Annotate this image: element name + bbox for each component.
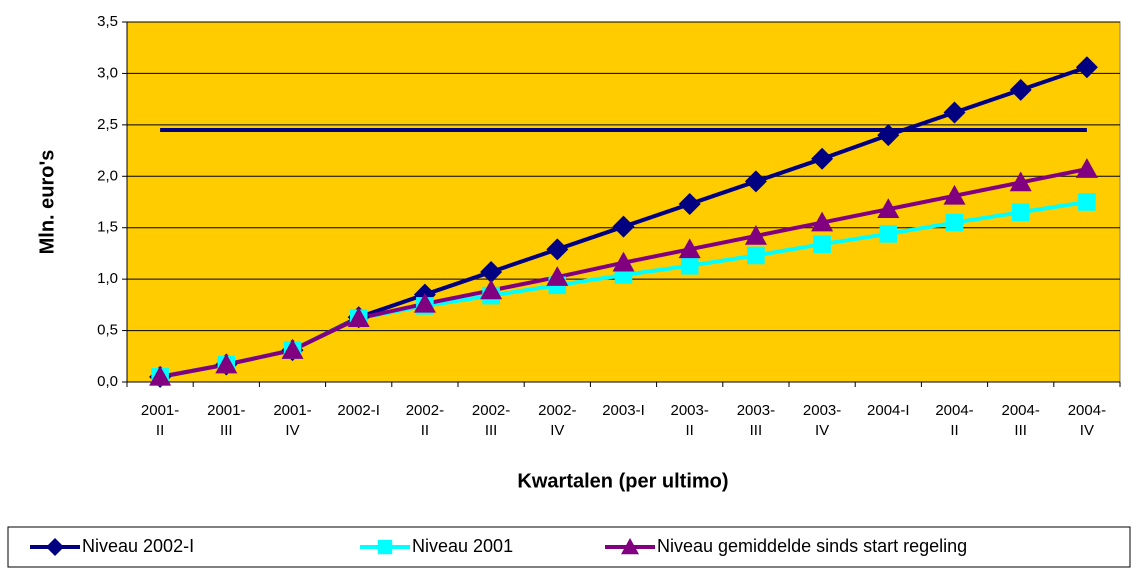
data-point xyxy=(877,124,900,147)
data-point xyxy=(1011,203,1030,222)
data-point xyxy=(546,266,569,286)
data-point xyxy=(747,246,765,265)
data-point xyxy=(1009,78,1032,101)
data-point xyxy=(811,211,834,232)
data-point xyxy=(1075,56,1098,79)
x-tick-label: 2003- III xyxy=(736,402,776,439)
data-point xyxy=(281,339,304,359)
x-tick-label: 2002-I xyxy=(337,402,380,419)
data-point xyxy=(149,365,172,386)
legend-label: Niveau 2002-I xyxy=(82,536,194,556)
plot-area xyxy=(126,21,1121,383)
data-point xyxy=(943,101,966,124)
data-point xyxy=(811,147,834,170)
data-point xyxy=(877,198,900,218)
x-tick-label: 2004- IV xyxy=(1067,402,1107,439)
x-axis-title: Kwartalen (per ultimo) xyxy=(517,470,728,492)
y-tick-label: 0,5 xyxy=(97,322,118,339)
data-point xyxy=(480,260,503,283)
x-tick-label: 2001- III xyxy=(207,402,246,439)
data-point xyxy=(678,238,701,259)
data-point xyxy=(612,215,635,238)
data-point xyxy=(546,238,569,261)
x-tick-label: 2002- IV xyxy=(538,402,577,439)
x-tick-label: 2003-I xyxy=(602,402,645,419)
data-point xyxy=(1009,171,1032,192)
data-point xyxy=(744,224,767,245)
data-point xyxy=(813,235,831,253)
data-point xyxy=(744,170,767,193)
y-tick-label: 1,0 xyxy=(97,270,118,287)
data-point xyxy=(413,292,436,313)
data-point xyxy=(945,213,964,232)
x-tick-label: 2002- II xyxy=(405,402,445,439)
x-tick-label: 2003- IV xyxy=(802,402,842,439)
y-axis-title: Mln. euro's xyxy=(36,150,58,255)
data-point xyxy=(879,225,898,243)
legend-label: Niveau gemiddelde sinds start regeling xyxy=(657,536,967,556)
x-tick-label: 2001- IV xyxy=(273,402,312,439)
legend-marker xyxy=(621,538,639,555)
data-point xyxy=(678,193,701,216)
data-point xyxy=(612,251,635,272)
data-point xyxy=(943,184,966,205)
legend-marker xyxy=(46,538,64,556)
data-point xyxy=(680,256,699,275)
y-tick-label: 3,5 xyxy=(97,13,118,30)
x-tick-label: 2001- II xyxy=(140,402,180,439)
x-tick-label: 2004- III xyxy=(1001,402,1040,439)
data-point xyxy=(347,307,370,328)
y-tick-label: 3,0 xyxy=(97,64,118,81)
y-tick-label: 2,0 xyxy=(97,167,118,184)
x-tick-label: 2004-I xyxy=(867,402,910,419)
data-point xyxy=(1075,158,1098,178)
y-tick-label: 0,0 xyxy=(97,373,118,390)
x-tick-label: 2004- II xyxy=(935,402,974,439)
legend-box xyxy=(7,526,1131,568)
data-point xyxy=(480,279,503,300)
x-tick-label: 2002- III xyxy=(471,402,511,439)
data-point xyxy=(215,353,238,374)
y-tick-label: 1,5 xyxy=(97,219,118,236)
x-tick-label: 2003- II xyxy=(670,402,709,439)
y-tick-label: 2,5 xyxy=(97,116,118,133)
legend-marker xyxy=(377,539,393,555)
legend-label: Niveau 2001 xyxy=(412,536,513,556)
data-point xyxy=(1078,193,1096,211)
